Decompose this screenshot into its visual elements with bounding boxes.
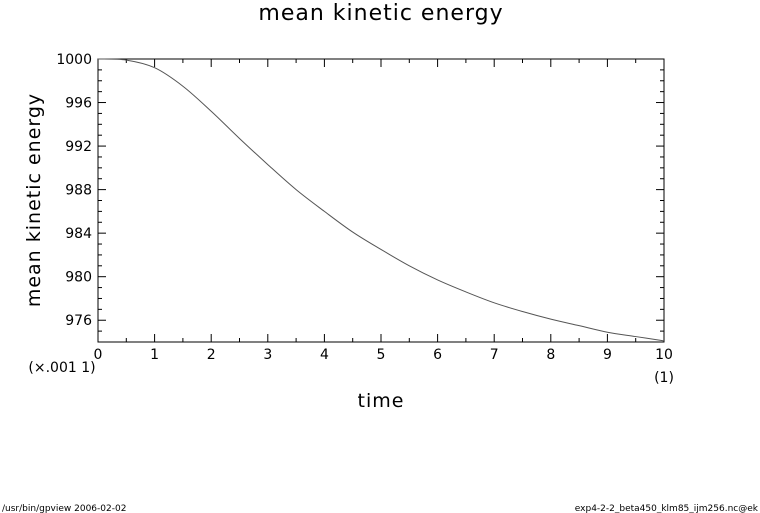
x-tick-label: 1: [150, 347, 159, 363]
x-tick-label: 6: [433, 347, 442, 363]
x-tick-label: 5: [377, 347, 386, 363]
x-tick-label: 2: [207, 347, 216, 363]
x-tick-label: 10: [655, 347, 673, 363]
footer-left: /usr/bin/gpview 2006-02-02: [2, 504, 126, 513]
x-tick-label: 7: [490, 347, 499, 363]
y-axis-tick-labels: 976 980 984 988 992 996 1000: [56, 52, 92, 329]
series-line-mean-kinetic-energy: [97, 58, 665, 342]
x-tick-label: 0: [94, 347, 103, 363]
y-tick-label: 996: [65, 96, 92, 112]
x-axis-tick-labels: 0 1 2 3 4 5 6 7 8 9 10: [94, 347, 673, 363]
x-tick-label: 4: [320, 347, 329, 363]
y-tick-label: 984: [65, 226, 92, 242]
y-tick-label: 1000: [56, 52, 92, 68]
y-axis-label: mean kinetic energy: [23, 93, 45, 307]
chart-title: mean kinetic energy: [258, 1, 503, 26]
x-tick-label: 8: [546, 347, 555, 363]
plot-frame: [97, 58, 665, 343]
y-tick-label: 988: [65, 183, 92, 199]
footer-right: exp4-2-2_beta450_klm85_ijm256.nc@ek: [575, 504, 759, 513]
y-tick-label: 976: [65, 313, 92, 329]
x-axis-unit: (1): [654, 370, 674, 386]
x-tick-label: 9: [603, 347, 612, 363]
x-axis-label: time: [358, 390, 405, 412]
y-axis-unit: (×.001 1): [28, 360, 95, 376]
x-axis-ticks: [97, 59, 665, 342]
y-axis-ticks: [98, 58, 664, 343]
y-tick-label: 980: [65, 270, 92, 286]
y-tick-label: 992: [65, 139, 92, 155]
x-tick-label: 3: [263, 347, 272, 363]
